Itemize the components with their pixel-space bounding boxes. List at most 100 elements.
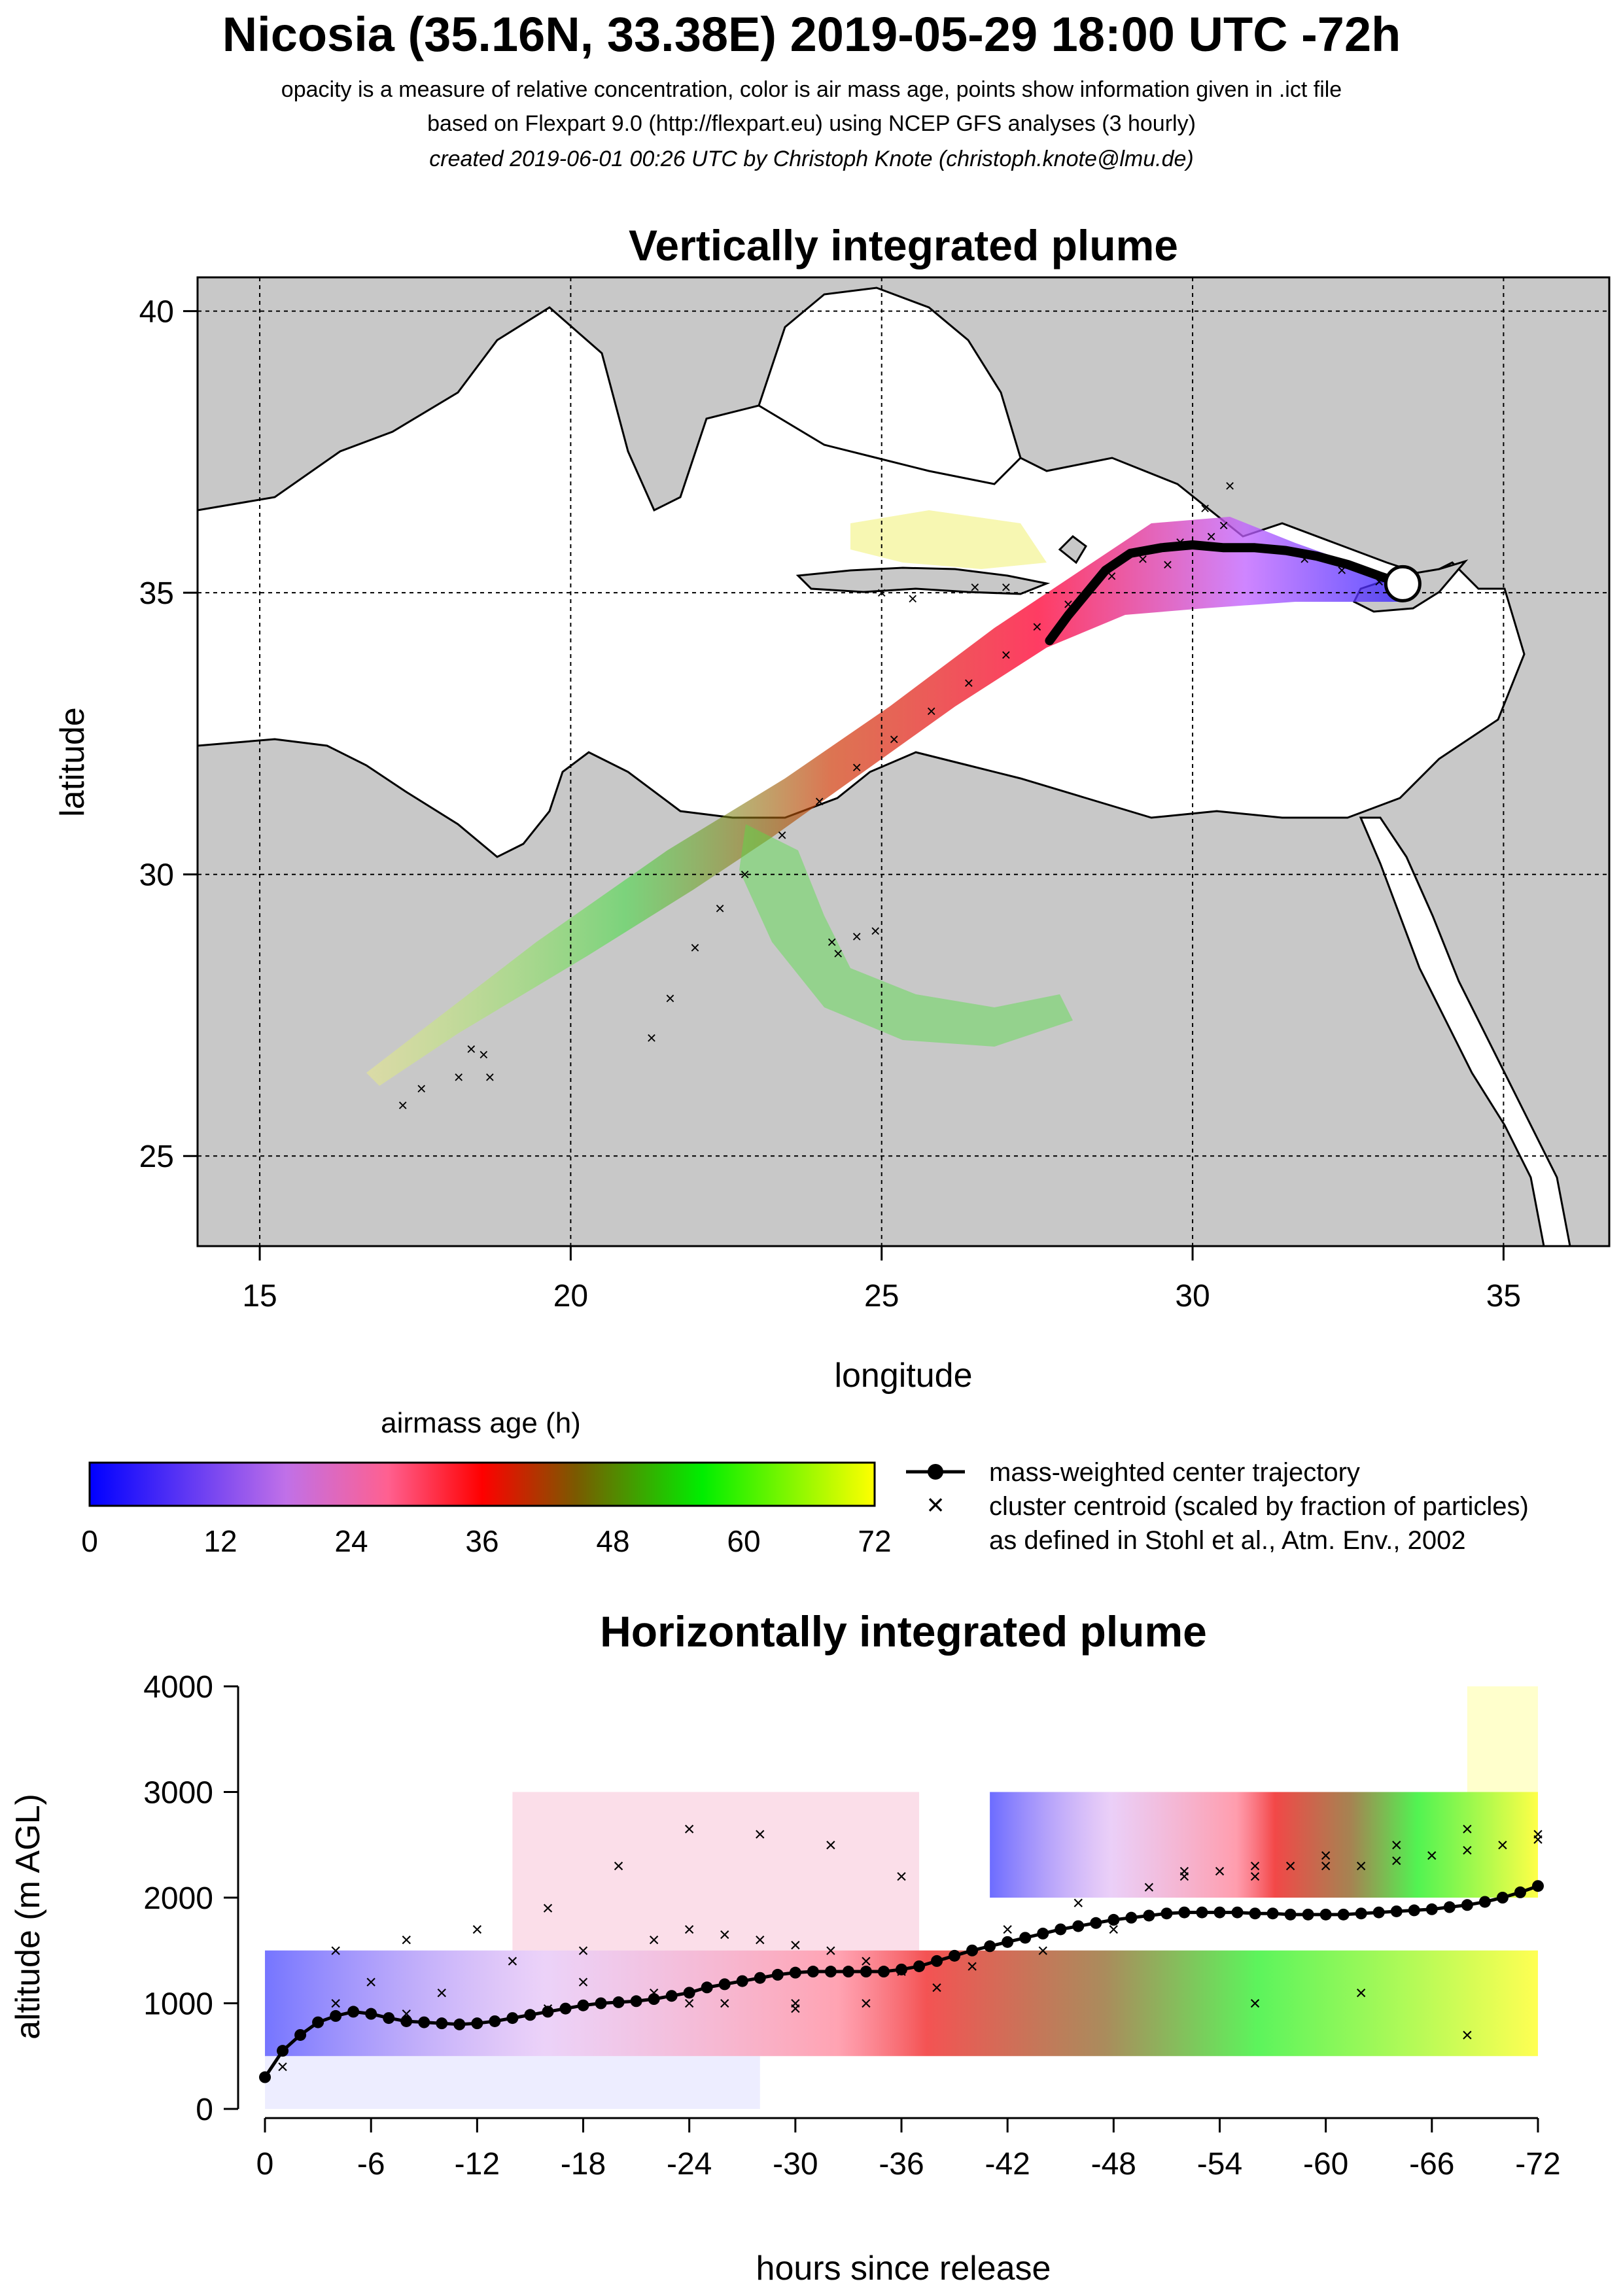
- crete-island: [795, 566, 1051, 595]
- altitude-center-point: [1478, 1896, 1491, 1908]
- map-centroid-marker: ×: [454, 1068, 464, 1087]
- altitude-centroid-marker: ×: [1355, 1856, 1367, 1877]
- map-centroid-marker: ×: [646, 1028, 656, 1047]
- altitude-x-tick-label: -24: [667, 2147, 712, 2182]
- altitude-center-point: [1161, 1907, 1173, 1920]
- altitude-centroid-marker: ×: [790, 1993, 801, 2015]
- altitude-centroid-marker: ×: [507, 1951, 519, 1972]
- altitude-center-point: [1231, 1906, 1244, 1919]
- map-centroid-marker: ×: [926, 701, 936, 721]
- map-centroid-marker: ×: [1001, 578, 1011, 597]
- age-colorbar: [88, 1461, 876, 1507]
- altitude-y-tick-label: 3000: [143, 1776, 213, 1811]
- altitude-x-tick-label: -72: [1515, 2147, 1560, 2182]
- altitude-plume-bands: [265, 1686, 1538, 2109]
- altitude-centroid-marker: ×: [330, 1940, 341, 1962]
- altitude-center-point: [1319, 1908, 1332, 1921]
- altitude-center-point: [630, 1995, 642, 2008]
- map-centroid-marker: ×: [1200, 498, 1210, 518]
- altitude-center-point: [347, 2006, 360, 2018]
- altitude-center-point: [1496, 1892, 1509, 1904]
- subtitle-model-note: based on Flexpart 9.0 (http://flexpart.e…: [427, 111, 1196, 136]
- altitude-centroid-marker: ×: [825, 1834, 837, 1856]
- altitude-cluster-centroids: × ×× × × × × × × × × ×××× × × × × × × × × × × ×× × ×××× × ×× × × × ××…: [277, 1818, 1543, 2078]
- altitude-center-point: [1213, 1906, 1226, 1919]
- plume-yellow-lobe: [850, 510, 1047, 569]
- altitude-x-tick-label: -30: [773, 2147, 818, 2182]
- altitude-center-point: [312, 2016, 324, 2028]
- altitude-center-point: [1443, 1901, 1456, 1913]
- altitude-center-point: [896, 1963, 907, 1975]
- map-centroid-marker: ×: [715, 898, 725, 918]
- altitude-x-tick-label: -42: [985, 2147, 1030, 2182]
- altitude-center-point: [1372, 1906, 1385, 1919]
- altitude-centroid-marker: ×: [719, 1993, 731, 2015]
- altitude-centroid-marker: ×: [1461, 1839, 1473, 1861]
- altitude-centroid-marker: ×: [1497, 1834, 1509, 1856]
- altitude-x-axis-label: hours since release: [756, 2250, 1051, 2287]
- altitude-center-point: [1461, 1899, 1473, 1911]
- altitude-x-tick-label: 0: [256, 2147, 274, 2182]
- altitude-y-tick-label: 1000: [143, 1987, 213, 2022]
- altitude-center-point: [1302, 1908, 1314, 1921]
- colorbar-ticks: 0 12 24 36 48 60 72: [81, 1524, 891, 1558]
- colorbar-tick-label: 24: [334, 1524, 368, 1558]
- altitude-center-point: [1266, 1907, 1279, 1920]
- map-x-tick-label: 20: [553, 1279, 588, 1313]
- altitude-centroid-marker: ×: [613, 1856, 625, 1877]
- altitude-centroid-marker: ×: [1037, 1940, 1049, 1962]
- altitude-center-point: [453, 2018, 466, 2030]
- altitude-centroid-marker: ×: [1285, 1856, 1297, 1877]
- altitude-center-point: [330, 2009, 342, 2022]
- legend-line-entry: mass-weighted center trajectory: [989, 1458, 1360, 1487]
- altitude-center-point: [1090, 1917, 1102, 1929]
- altitude-centroid-marker: ×: [1073, 1892, 1085, 1914]
- altitude-centroid-marker: ×: [1179, 1861, 1191, 1883]
- altitude-center-point: [1072, 1920, 1085, 1932]
- legend-point-entry: cluster centroid (scaled by fraction of …: [989, 1492, 1529, 1521]
- colorbar-tick-label: 0: [81, 1524, 98, 1558]
- altitude-center-point: [1143, 1909, 1155, 1922]
- altitude-center-point: [1355, 1907, 1367, 1920]
- colorbar-title: airmass age (h): [381, 1407, 581, 1439]
- map-centroid-marker: ×: [1001, 645, 1011, 665]
- altitude-centroid-marker: ×: [684, 1919, 695, 1940]
- map-centroid-marker: ×: [871, 921, 881, 941]
- altitude-centroid-marker: ×: [966, 1956, 978, 1977]
- map-x-tick-label: 15: [242, 1279, 277, 1313]
- altitude-center-point: [506, 2012, 519, 2025]
- altitude-centroid-marker: ×: [684, 1993, 695, 2015]
- altitude-title: Horizontally integrated plume: [600, 1607, 1207, 1656]
- altitude-center-point: [471, 2017, 483, 2030]
- colorbar-tick-label: 60: [727, 1524, 760, 1558]
- altitude-centroid-marker: ×: [1532, 1824, 1544, 1845]
- map-centroid-marker: ×: [1032, 617, 1042, 636]
- colorbar-tick-label: 12: [203, 1524, 237, 1558]
- altitude-center-point: [1002, 1936, 1014, 1948]
- legend: airmass age (h) 0 12 24 36 48 60 72 mass-weigh…: [81, 1407, 1529, 1558]
- map-x-tick-label: 30: [1175, 1279, 1210, 1313]
- altitude-centroid-marker: ×: [790, 1935, 801, 1957]
- altitude-x-tick-label: -60: [1303, 2147, 1348, 2182]
- map-y-axis: 25 30 35 40: [139, 295, 198, 1174]
- altitude-centroid-marker: ×: [542, 1898, 554, 1919]
- altitude-centroid-marker: ×: [578, 1972, 589, 1993]
- altitude-band-ground: [265, 2056, 760, 2109]
- altitude-center-point: [1514, 1886, 1526, 1898]
- legend-point-sample: [928, 1464, 943, 1480]
- map-x-tick-label: 35: [1486, 1279, 1521, 1313]
- altitude-center-point: [701, 1981, 713, 1994]
- map-centroid-marker: ×: [964, 673, 973, 693]
- altitude-center-point: [1531, 1880, 1544, 1892]
- map-title: Vertically integrated plume: [629, 221, 1178, 270]
- altitude-x-tick-label: -48: [1091, 2147, 1136, 2182]
- altitude-centroid-marker: ×: [1391, 1850, 1403, 1871]
- altitude-center-point: [718, 1978, 731, 1991]
- altitude-centroid-marker: ×: [1320, 1845, 1332, 1866]
- altitude-center-point: [1425, 1903, 1438, 1915]
- altitude-centroid-marker: ×: [1532, 1829, 1544, 1851]
- map-centroid-marker: ×: [1162, 555, 1172, 574]
- altitude-center-point: [277, 2045, 289, 2057]
- altitude-center-point: [400, 2015, 413, 2027]
- altitude-center-point: [1178, 1906, 1191, 1919]
